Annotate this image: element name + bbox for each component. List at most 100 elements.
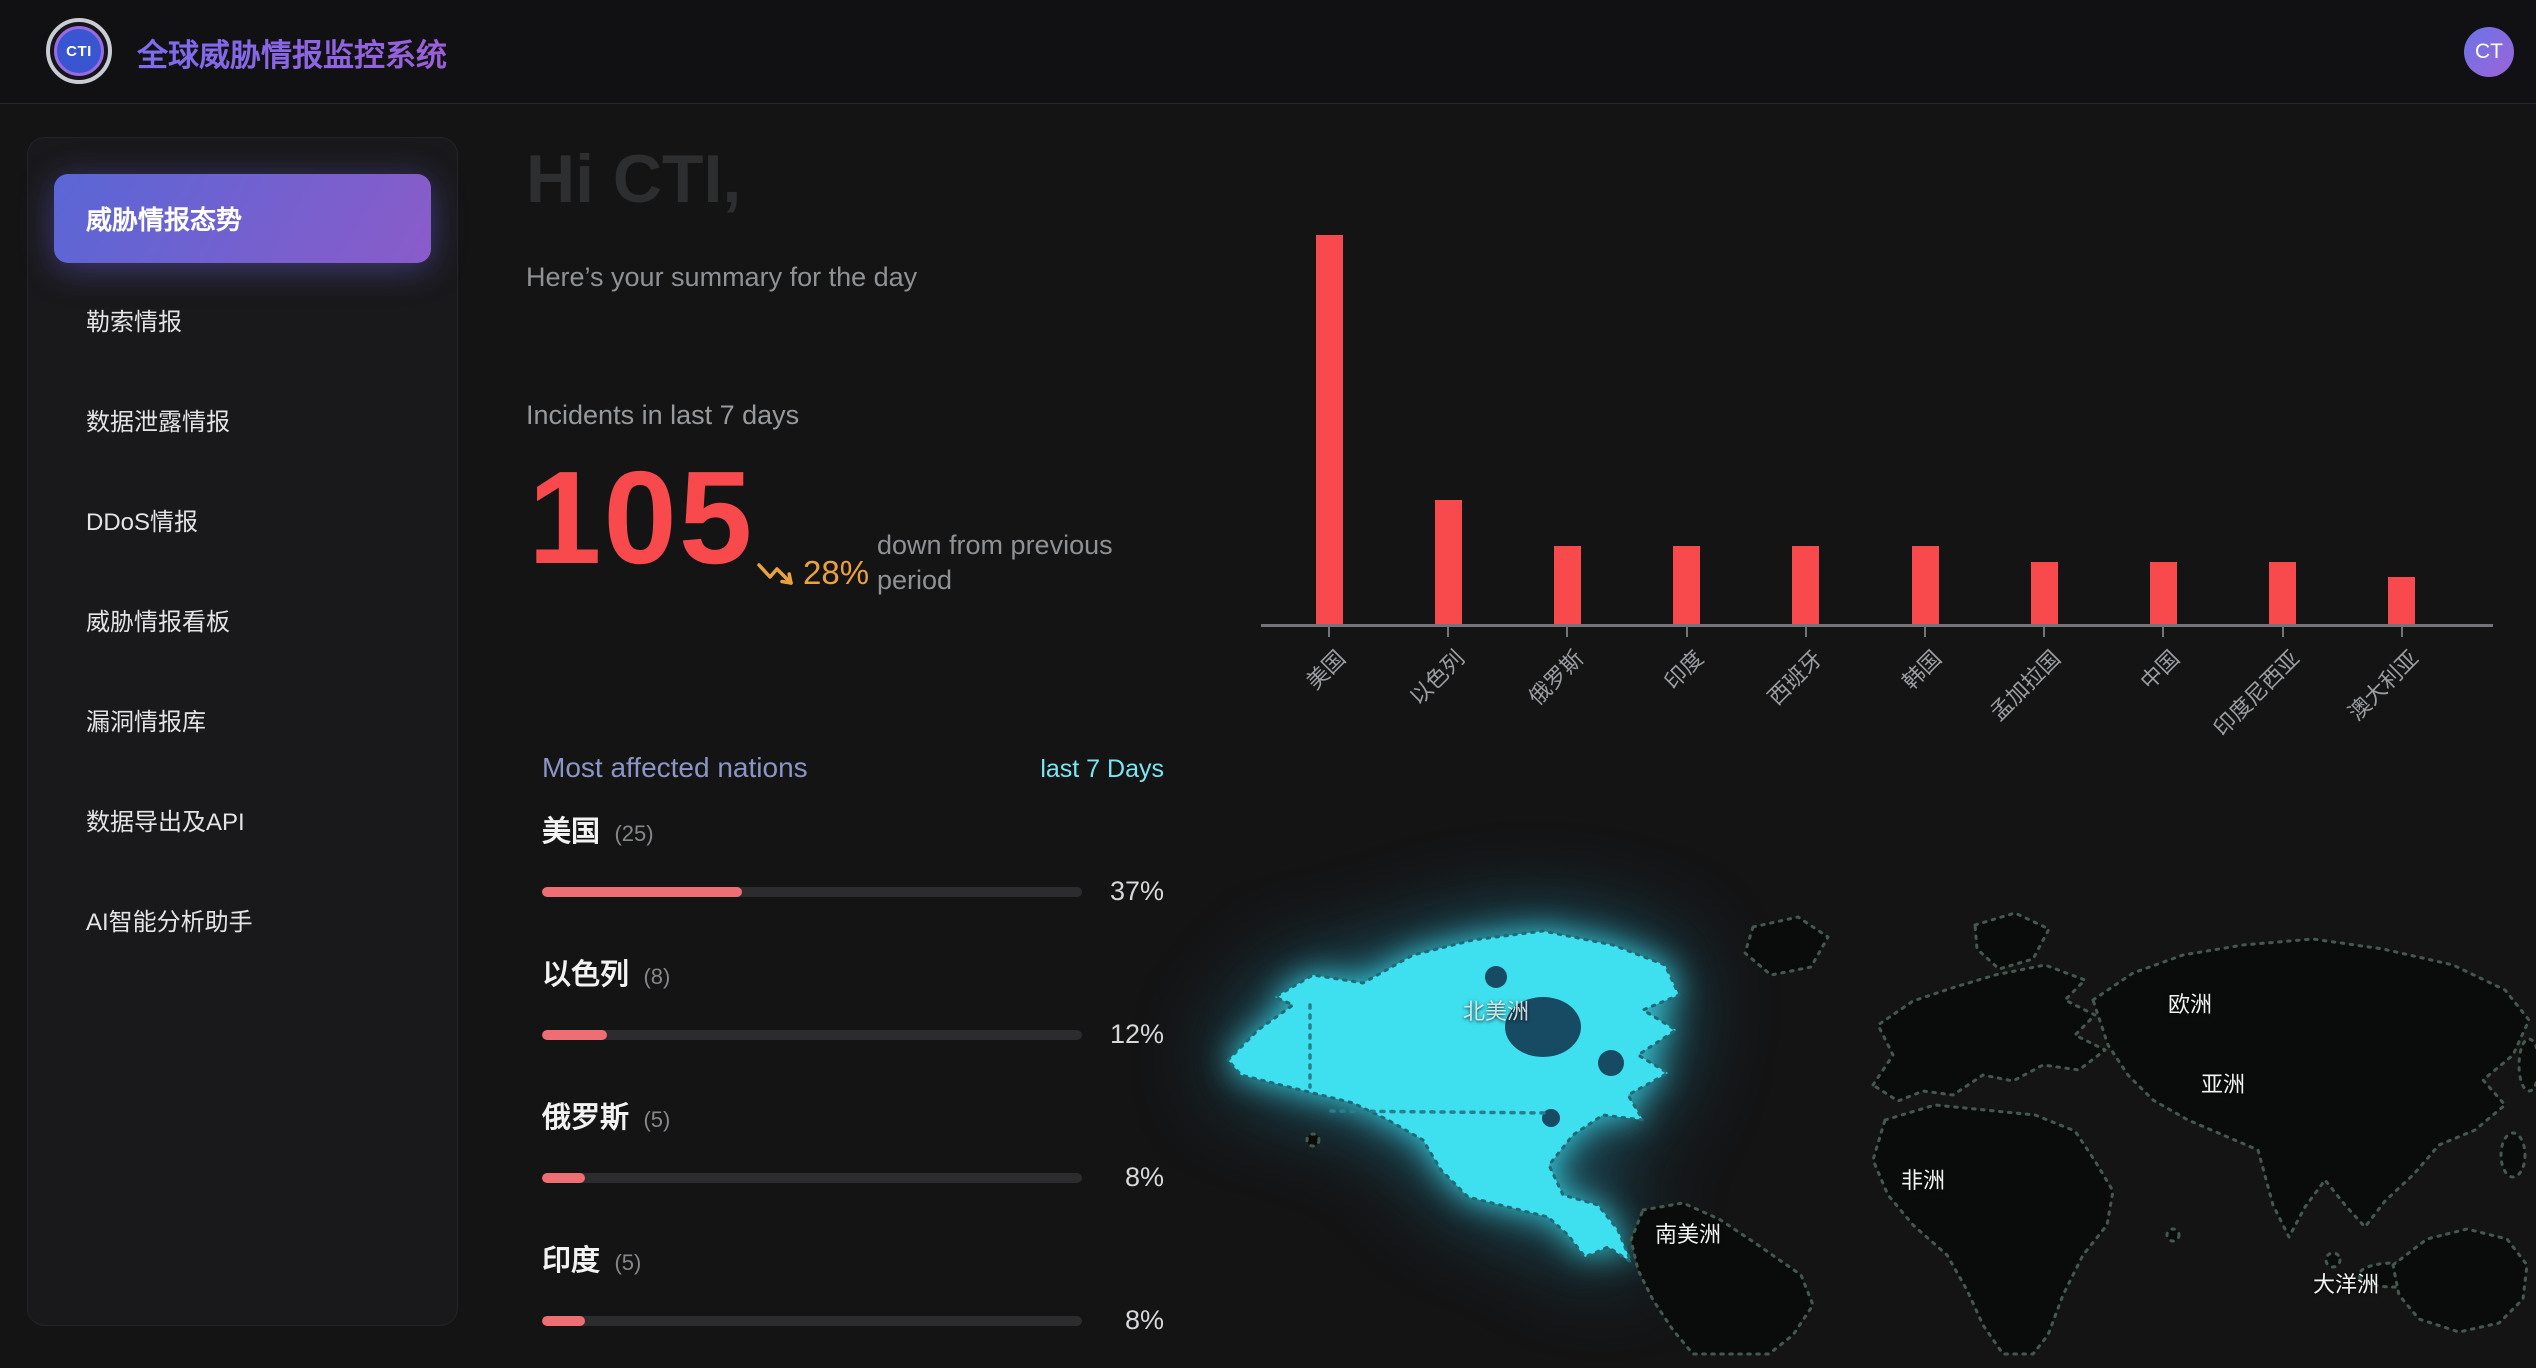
chart-bar: [1315, 235, 1343, 624]
nation-count: (8): [643, 964, 671, 989]
nation-name: 以色列: [542, 959, 630, 991]
nation-name: 俄罗斯: [542, 1102, 630, 1134]
chart-axis-tick: [1447, 627, 1450, 637]
nation-name: 印度: [542, 1245, 601, 1277]
chart-axis-tick: [2400, 627, 2403, 637]
hudson-bay: [1505, 997, 1581, 1057]
chart-bar: [2269, 561, 2297, 624]
continent-south-america: [1629, 1201, 1815, 1356]
chart-bar: [1553, 546, 1581, 624]
chart-axis-tick: [2281, 627, 2284, 637]
nation-progress-fill: [542, 1172, 586, 1183]
sidebar-item-label: AI智能分析助手: [86, 908, 253, 936]
chart-category-label: 澳大利亚: [2343, 645, 2424, 726]
chart-axis-tick: [1685, 627, 1688, 637]
chart-bar: [1911, 546, 1939, 624]
sidebar-item-data-leak-intel[interactable]: 数据泄露情报: [54, 369, 431, 469]
nation-progress-fill: [542, 1315, 586, 1326]
chart-category-label: 印度: [1659, 645, 1708, 695]
sidebar-item-ransom-intel[interactable]: 勒索情报: [54, 269, 431, 369]
sidebar-item-threat-posture[interactable]: 威胁情报态势: [54, 174, 431, 263]
nation-progress-track: [542, 1029, 1082, 1040]
map-label-south-america: 南美洲: [1655, 1222, 1722, 1247]
island: [2165, 1227, 2181, 1243]
incidents-count: 105: [528, 444, 755, 591]
chart-category-label: 印度尼西亚: [2208, 645, 2304, 742]
chart-category-label: 美国: [1301, 645, 1351, 695]
nation-progress-fill: [542, 886, 742, 897]
continent-north-america[interactable]: [1226, 929, 1681, 1264]
app-logo-text: CTI: [66, 42, 92, 60]
lake-patch: [1598, 1050, 1624, 1076]
user-avatar[interactable]: CT: [2464, 27, 2514, 77]
nation-row: 印度 (5) 8%: [542, 1225, 1164, 1368]
chart-bar: [2149, 561, 2177, 624]
nation-percent: 8%: [1124, 1305, 1164, 1335]
map-label-europe: 欧洲: [2168, 992, 2213, 1017]
chart-category-label: 中国: [2135, 645, 2185, 695]
nation-name: 美国: [542, 816, 601, 848]
sidebar-item-label: 漏洞情报库: [86, 708, 206, 736]
chart-category-label: 韩国: [1897, 645, 1947, 695]
nation-progress-track: [542, 1172, 1082, 1183]
top-header: CTI 全球威胁情报监控系统 CT: [0, 0, 2536, 104]
sidebar-item-ai-assistant[interactable]: AI智能分析助手: [54, 869, 431, 969]
chart-category-label: 西班牙: [1762, 645, 1828, 710]
trend-down-icon: [757, 563, 793, 585]
app-logo-inner: CTI: [54, 26, 104, 76]
chart-axis-tick: [1804, 627, 1807, 637]
sidebar-item-label: 威胁情报态势: [86, 205, 243, 235]
greeting-title: Hi CTI,: [526, 141, 742, 217]
continent-australia: [2391, 1227, 2529, 1334]
chart-axis-tick: [2162, 627, 2165, 637]
chart-x-axis: [1261, 624, 2493, 627]
nation-row: 以色列 (8) 12%: [542, 939, 1164, 1082]
greenland: [1743, 915, 1830, 977]
continent-asia: [2091, 937, 2531, 1239]
nation-progress-track: [542, 1315, 1082, 1326]
nation-row: 美国 (25) 37%: [542, 796, 1164, 939]
chart-category-label: 俄罗斯: [1524, 645, 1589, 710]
nations-title: Most affected nations: [542, 752, 808, 783]
nation-rows: 美国 (25) 37% 以色列 (8) 12% 俄罗斯 (5): [542, 796, 1164, 1368]
scandinavia: [1973, 911, 2051, 971]
nation-progress-track: [542, 886, 1082, 897]
philippines: [2499, 1131, 2527, 1179]
island: [2324, 1251, 2342, 1269]
great-lakes: [1542, 1109, 1560, 1127]
nation-count: (5): [643, 1107, 671, 1132]
greeting-subtitle: Here’s your summary for the day: [526, 262, 918, 292]
nation-row: 俄罗斯 (5) 8%: [542, 1082, 1164, 1225]
map-label-africa: 非洲: [1901, 1168, 1946, 1193]
nations-range-link[interactable]: last 7 Days: [1040, 755, 1164, 783]
chart-bar: [1434, 499, 1462, 624]
sidebar-item-label: 勒索情报: [86, 308, 182, 336]
sidebar-item-label: DDoS情报: [86, 508, 199, 536]
app-logo: CTI: [46, 18, 112, 84]
world-map-svg: [1226, 911, 2536, 1356]
app-title: 全球威胁情报监控系统: [137, 30, 447, 75]
island: [1305, 1132, 1321, 1148]
nation-percent: 8%: [1124, 1162, 1164, 1192]
sidebar-item-vuln-library[interactable]: 漏洞情报库: [54, 669, 431, 769]
nation-count: (5): [614, 1250, 642, 1275]
chart-axis-tick: [1566, 627, 1569, 637]
incidents-bar-chart: 美国 以色列 俄罗斯 印度 西班牙 韩国 孟加拉国 中国 印度尼西亚 澳大利亚: [1261, 230, 2506, 741]
chart-bar: [1673, 546, 1701, 624]
most-affected-nations-panel: Most affected nations last 7 Days 美国 (25…: [542, 752, 1164, 1368]
nation-percent: 12%: [1109, 1019, 1164, 1049]
sidebar-item-label: 威胁情报看板: [86, 608, 230, 636]
sidebar-nav: 威胁情报态势 勒索情报 数据泄露情报 DDoS情报 威胁情报看板 漏洞情报库 数…: [27, 137, 458, 1326]
chart-bar: [2388, 577, 2416, 624]
chart-axis-tick: [2043, 627, 2046, 637]
trend-percent: 28%: [803, 554, 870, 591]
map-label-north-america: 北美洲: [1463, 999, 1530, 1024]
nation-percent: 37%: [1109, 876, 1164, 906]
sidebar-item-intel-board[interactable]: 威胁情报看板: [54, 569, 431, 669]
sidebar-item-ddos-intel[interactable]: DDoS情报: [54, 469, 431, 569]
sidebar-item-data-export-api[interactable]: 数据导出及API: [54, 769, 431, 869]
chart-bar: [2030, 561, 2058, 624]
continent-africa: [1871, 1103, 2115, 1356]
incidents-label: Incidents in last 7 days: [526, 400, 800, 430]
sidebar-item-label: 数据导出及API: [86, 808, 245, 836]
